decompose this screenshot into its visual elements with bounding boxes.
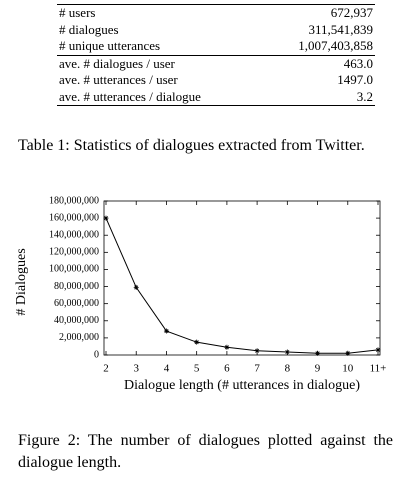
table-row: ave. # utterances / user 1497.0 bbox=[57, 72, 375, 89]
data-point bbox=[315, 350, 321, 356]
data-point bbox=[133, 284, 139, 290]
stat-label: # dialogues bbox=[59, 21, 119, 37]
table-row: # unique utterances 1,007,403,858 bbox=[57, 38, 375, 55]
x-tick-label: 2 bbox=[103, 363, 109, 375]
data-point bbox=[103, 215, 109, 221]
x-axis-label: Dialogue length (# utterances in dialogu… bbox=[124, 378, 360, 393]
stat-label: ave. # utterances / dialogue bbox=[59, 88, 201, 104]
x-tick-label: 3 bbox=[133, 363, 139, 375]
x-tick-label: 6 bbox=[224, 363, 230, 375]
data-point bbox=[345, 350, 351, 356]
stat-label: # users bbox=[59, 5, 96, 21]
table-caption: Table 1: Statistics of dialogues extract… bbox=[18, 137, 365, 154]
stat-label: ave. # utterances / user bbox=[59, 72, 178, 88]
table-row: ave. # dialogues / user 463.0 bbox=[57, 54, 375, 72]
x-tick-label: 4 bbox=[164, 363, 170, 375]
x-tick-label: 8 bbox=[285, 363, 291, 375]
y-tick-label: 140,000,000 bbox=[49, 230, 99, 241]
table-row: # dialogues 311,541,839 bbox=[57, 22, 375, 39]
statistics-table: # users 672,937 # dialogues 311,541,839 # un… bbox=[57, 4, 375, 106]
y-tick-label: 160,000,000 bbox=[49, 212, 99, 223]
chart: # Dialogues Dialogue length (# utterance… bbox=[14, 195, 387, 393]
table-row: # users 672,937 bbox=[57, 5, 375, 22]
stat-label: ave. # dialogues / user bbox=[57, 54, 264, 72]
stat-value: 1,007,403,858 bbox=[298, 38, 373, 54]
y-tick-label: 100,000,000 bbox=[49, 264, 99, 275]
y-tick-label: 60,000,000 bbox=[54, 298, 99, 309]
stat-value: 3.2 bbox=[356, 88, 373, 104]
y-tick-label: 120,000,000 bbox=[49, 247, 99, 258]
data-point bbox=[163, 328, 169, 334]
stat-label: # unique utterances bbox=[59, 38, 161, 54]
data-point bbox=[254, 348, 260, 354]
x-tick-label: 10 bbox=[342, 363, 354, 375]
data-point bbox=[375, 347, 381, 353]
x-tick-label: 9 bbox=[315, 363, 321, 375]
table-row: ave. # utterances / dialogue 3.2 bbox=[57, 89, 375, 106]
stat-value: 672,937 bbox=[330, 5, 373, 21]
data-line bbox=[105, 217, 379, 354]
data-point bbox=[284, 349, 290, 355]
plot-frame bbox=[103, 200, 381, 356]
y-axis-label: # Dialogues bbox=[14, 248, 29, 315]
data-point bbox=[194, 339, 200, 345]
data-point bbox=[224, 344, 230, 350]
x-tick-label: 11+ bbox=[370, 363, 387, 375]
x-tick-label: 7 bbox=[254, 363, 260, 375]
y-tick-label: 40,000,000 bbox=[54, 315, 99, 326]
stat-value: 311,541,839 bbox=[308, 21, 373, 37]
stat-value: 1497.0 bbox=[337, 72, 373, 88]
y-tick-label: 180,000,000 bbox=[49, 195, 99, 206]
y-tick-label: 0 bbox=[94, 349, 99, 360]
y-tick-label: 2,000,000 bbox=[59, 332, 99, 343]
y-tick-label: 80,000,000 bbox=[54, 281, 99, 292]
stat-value: 463.0 bbox=[263, 54, 375, 72]
figure-caption: Figure 2: The number of dialogues plotte… bbox=[18, 432, 393, 471]
x-tick-label: 5 bbox=[194, 363, 200, 375]
